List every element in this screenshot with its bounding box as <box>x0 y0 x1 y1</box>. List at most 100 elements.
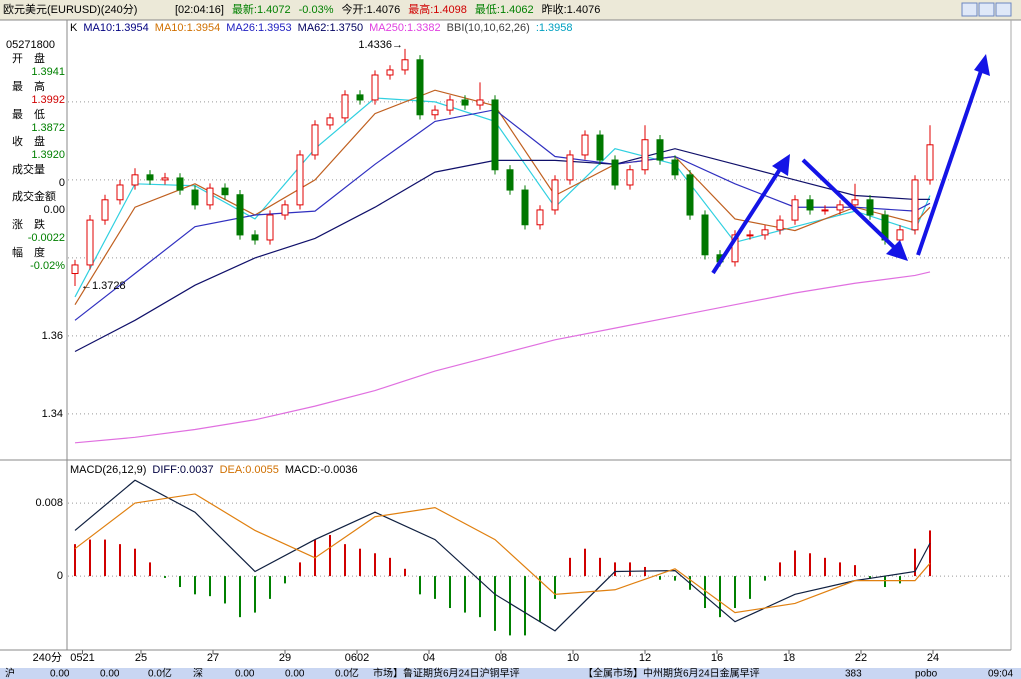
candle-body <box>131 174 139 186</box>
info-label: 涨 跌 <box>12 217 45 231</box>
legend-item: MA26:1.3953 <box>226 22 291 34</box>
candle-body <box>161 177 169 181</box>
candle-body <box>206 187 214 206</box>
candle-body <box>581 134 589 156</box>
x-tick-label: 22 <box>855 652 867 664</box>
info-label: 成交金额 <box>12 189 56 203</box>
info-label: 成交量 <box>12 162 45 176</box>
info-value: 1.3872 <box>31 122 65 134</box>
indicator-line <box>74 271 931 444</box>
window-buttons[interactable] <box>961 2 1012 17</box>
candle-body <box>221 187 229 196</box>
candle-body <box>836 204 844 211</box>
status-item: 0.00 <box>100 669 120 679</box>
candle-body <box>551 179 559 211</box>
candle-body <box>506 169 514 191</box>
quote-item: 最高:1.4098 <box>408 2 467 16</box>
button[interactable] <box>961 2 978 17</box>
status-item: 0.0亿 <box>148 667 172 679</box>
candle-body <box>521 189 529 226</box>
info-value: 1.3992 <box>31 94 65 106</box>
candle-body <box>101 199 109 221</box>
info-value: 1.3941 <box>31 66 65 78</box>
candle-body <box>641 139 649 171</box>
candle-body <box>806 199 814 211</box>
info-label: 最 低 <box>12 108 45 121</box>
legend-item: MA250:1.3382 <box>369 22 441 34</box>
legend-item: DIFF:0.0037 <box>152 464 213 476</box>
quote-item: 昨收:1.4076 <box>542 2 601 16</box>
y-tick-label: 1.34 <box>42 408 63 420</box>
indicator-line <box>74 148 930 353</box>
x-tick-label: 29 <box>279 652 291 664</box>
status-item: 0.00 <box>235 669 255 679</box>
candle-body <box>911 179 919 231</box>
candle-body <box>731 234 739 263</box>
info-value: 0.00 <box>44 204 65 216</box>
arrow <box>916 67 984 256</box>
candle-body <box>266 214 274 241</box>
info-value: -0.02% <box>30 260 65 272</box>
quote-item: -0.03% <box>299 4 334 16</box>
legend-item: MA10:1.3954 <box>155 22 220 34</box>
x-tick-label: 16 <box>711 652 723 664</box>
status-bar <box>0 668 1021 679</box>
quote-item: [02:04:16] <box>175 4 224 16</box>
candle-body <box>296 154 304 206</box>
status-item: 沪 <box>5 667 15 679</box>
candle-body <box>671 159 679 176</box>
candle-body <box>866 199 874 216</box>
info-value: 0 <box>59 177 65 189</box>
x-tick-label: 10 <box>567 652 579 664</box>
candle-body <box>776 219 784 231</box>
arrowhead <box>772 154 790 176</box>
y-tick-label: 0.008 <box>35 497 63 509</box>
candle-body <box>251 234 259 241</box>
candle-body <box>236 194 244 236</box>
arrowhead <box>886 240 908 261</box>
candle-body <box>356 94 364 101</box>
quote-item: 最低:1.4062 <box>475 3 534 16</box>
drawn-arrows <box>711 54 990 275</box>
candle-body <box>401 59 409 71</box>
candle-body <box>446 99 454 111</box>
candle-body <box>311 124 319 156</box>
candle-body <box>791 199 799 221</box>
candle-body <box>431 109 439 116</box>
candle-body <box>191 189 199 206</box>
candle-body <box>896 229 904 241</box>
title-bar <box>0 0 1021 20</box>
candle-body <box>626 169 634 186</box>
candle-body <box>476 99 484 106</box>
candle-body <box>746 234 754 237</box>
x-tick-label: 27 <box>207 652 219 664</box>
candle-body <box>821 209 829 212</box>
candle-body <box>86 219 94 266</box>
candle-body <box>326 117 334 126</box>
x-tick-label: 18 <box>783 652 795 664</box>
y-tick-label: 0 <box>57 570 63 582</box>
candle-body <box>116 184 124 201</box>
candle-body <box>146 174 154 181</box>
info-value: 1.3920 <box>31 149 65 161</box>
info-label: 幅 度 <box>12 245 45 259</box>
arrow <box>801 158 900 253</box>
candle-body <box>491 99 499 171</box>
chart-background <box>0 20 1021 668</box>
legend-item: MACD(26,12,9) <box>70 464 146 476</box>
info-label: 开 盘 <box>12 51 45 65</box>
price-annotation: 1.4336→ <box>358 39 403 51</box>
candle-body <box>701 214 709 256</box>
x-tick-label: 12 <box>639 652 651 664</box>
status-item: pobo <box>915 669 938 679</box>
candle-body <box>611 159 619 186</box>
button[interactable] <box>995 2 1012 17</box>
candle-body <box>176 177 184 191</box>
candle-body <box>461 99 469 106</box>
status-item: 0.00 <box>285 669 305 679</box>
candle-body <box>686 174 694 216</box>
x-tick-label: 08 <box>495 652 507 664</box>
candle-body <box>761 229 769 236</box>
button[interactable] <box>978 2 995 17</box>
candle-body <box>371 74 379 101</box>
